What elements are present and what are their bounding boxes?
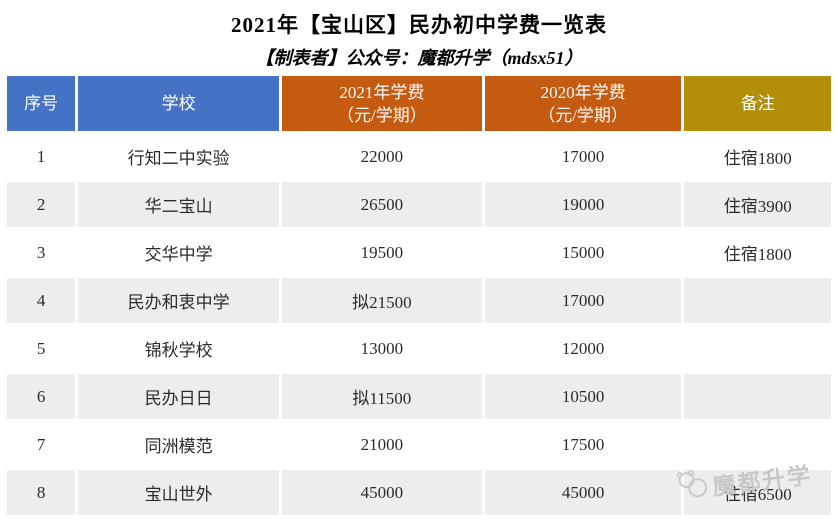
cell-school: 交华中学 xyxy=(78,230,279,275)
cell-note xyxy=(684,422,831,467)
cell-school: 行知二中实验 xyxy=(78,134,279,179)
cell-no: 6 xyxy=(7,374,76,419)
header-cell-no: 序号 xyxy=(7,76,76,131)
table-row: 8 宝山世外 45000 45000 住宿6500 xyxy=(7,470,831,515)
cell-note: 住宿1800 xyxy=(684,230,831,275)
cell-note xyxy=(684,278,831,323)
cell-school: 同洲模范 xyxy=(78,422,279,467)
cell-fee-2020: 12000 xyxy=(484,326,682,371)
header-row: 序号 学校 2021年学费 （元/学期） 2020年学费 （元/学期） 备注 xyxy=(7,76,831,131)
cell-fee-2020: 10500 xyxy=(484,374,682,419)
header-cell-fee-2020: 2020年学费 （元/学期） xyxy=(484,76,682,131)
cell-note: 住宿3900 xyxy=(684,182,831,227)
header-cell-fee-2021: 2021年学费 （元/学期） xyxy=(281,76,482,131)
cell-fee-2021: 拟11500 xyxy=(281,374,482,419)
header-label-line2: （元/学期） xyxy=(336,105,427,125)
cell-fee-2020: 17000 xyxy=(484,278,682,323)
cell-fee-2020: 17000 xyxy=(484,134,682,179)
header-cell-school: 学校 xyxy=(78,76,279,131)
cell-fee-2021: 45000 xyxy=(281,470,482,515)
table-row: 2 华二宝山 26500 19000 住宿3900 xyxy=(7,182,831,227)
cell-school: 民办和衷中学 xyxy=(78,278,279,323)
cell-fee-2021: 13000 xyxy=(281,326,482,371)
cell-school: 民办日日 xyxy=(78,374,279,419)
cell-fee-2021: 22000 xyxy=(281,134,482,179)
cell-fee-2021: 19500 xyxy=(281,230,482,275)
header-label-line1: 2020年学费 xyxy=(540,82,626,102)
cell-no: 7 xyxy=(7,422,76,467)
cell-fee-2021: 26500 xyxy=(281,182,482,227)
header-label-line2: （元/学期） xyxy=(538,105,628,125)
table-row: 7 同洲模范 21000 17500 xyxy=(7,422,831,467)
cell-no: 8 xyxy=(7,470,76,515)
header-label: 备注 xyxy=(740,94,775,113)
table-row: 6 民办日日 拟11500 10500 xyxy=(7,374,831,419)
cell-note xyxy=(684,326,831,371)
cell-no: 1 xyxy=(7,134,76,179)
cell-note: 住宿6500 xyxy=(684,470,831,515)
cell-note xyxy=(684,374,831,419)
cell-fee-2021: 21000 xyxy=(281,422,482,467)
cell-note: 住宿1800 xyxy=(684,134,831,179)
table-row: 3 交华中学 19500 15000 住宿1800 xyxy=(7,230,831,275)
header-label: 学校 xyxy=(161,94,196,113)
cell-school: 华二宝山 xyxy=(78,182,279,227)
page-subtitle: 【制表者】公众号：魔都升学（mdsx51） xyxy=(255,48,583,68)
cell-fee-2020: 45000 xyxy=(484,470,682,515)
cell-fee-2020: 19000 xyxy=(484,182,682,227)
cell-fee-2021: 拟21500 xyxy=(281,278,482,323)
header-cell-note: 备注 xyxy=(684,76,831,131)
page-title: 2021年【宝山区】民办初中学费一览表 xyxy=(231,13,607,37)
cell-fee-2020: 17500 xyxy=(484,422,682,467)
cell-school: 宝山世外 xyxy=(78,470,279,515)
table-row: 1 行知二中实验 22000 17000 住宿1800 xyxy=(7,134,831,179)
cell-fee-2020: 15000 xyxy=(484,230,682,275)
cell-no: 5 xyxy=(7,326,76,371)
header-label: 序号 xyxy=(24,94,59,113)
table-row: 4 民办和衷中学 拟21500 17000 xyxy=(7,278,831,323)
cell-no: 3 xyxy=(7,230,76,275)
cell-school: 锦秋学校 xyxy=(78,326,279,371)
fees-table: 序号 学校 2021年学费 （元/学期） 2020年学费 （元/学期） 备注 1… xyxy=(4,73,834,518)
header-label-line1: 2021年学费 xyxy=(339,82,425,102)
cell-no: 2 xyxy=(7,182,76,227)
cell-no: 4 xyxy=(7,278,76,323)
table-row: 5 锦秋学校 13000 12000 xyxy=(7,326,831,371)
